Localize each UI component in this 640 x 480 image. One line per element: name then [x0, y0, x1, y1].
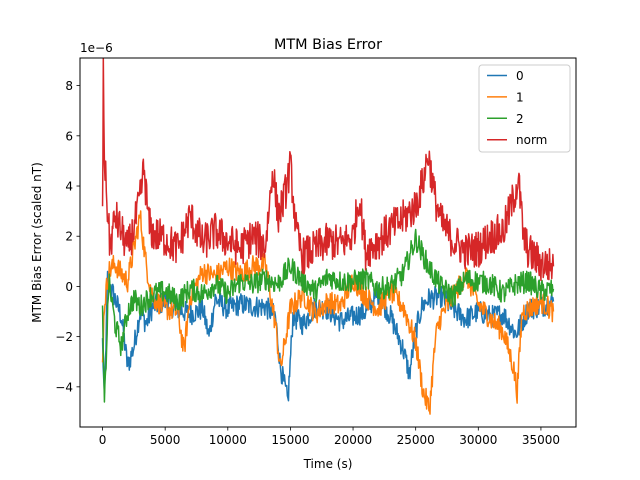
axes-frame: [79, 57, 577, 428]
y-offset-label: 1e−6: [80, 41, 113, 55]
y-axis: −4 −2 0 2 4 6 8: [55, 79, 80, 394]
y-tick-label: −4: [55, 380, 73, 394]
legend: 0 1 2 norm: [478, 64, 571, 153]
x-tick-label: 15000: [271, 433, 309, 447]
y-tick-label: 8: [65, 79, 73, 93]
x-tick-label: 25000: [397, 433, 435, 447]
legend-label-0: 0: [516, 69, 524, 83]
x-tick-label: 10000: [209, 433, 247, 447]
legend-label-1: 1: [516, 90, 524, 104]
x-axis: 0 5000 10000 15000 20000 25000 30000 35000: [99, 427, 560, 447]
y-tick-label: 2: [65, 230, 73, 244]
y-tick-label: 6: [65, 129, 73, 143]
x-tick-label: 5000: [150, 433, 181, 447]
x-tick-label: 35000: [522, 433, 560, 447]
series-line-2: [101, 228, 555, 403]
legend-label-2: 2: [516, 112, 524, 126]
legend-label-norm: norm: [516, 133, 547, 147]
legend-box: [478, 64, 571, 153]
chart-title: MTM Bias Error: [274, 37, 382, 53]
y-tick-label: 0: [65, 280, 73, 294]
x-tick-label: 30000: [459, 433, 497, 447]
x-tick-label: 20000: [334, 433, 372, 447]
plot-area: [101, 58, 555, 415]
y-axis-label: MTM Bias Error (scaled nT): [30, 162, 44, 323]
y-tick-label: 4: [65, 180, 73, 194]
x-tick-label: 0: [99, 433, 107, 447]
series-line-norm: [101, 58, 555, 282]
x-axis-label: Time (s): [303, 457, 353, 471]
y-tick-label: −2: [55, 330, 73, 344]
